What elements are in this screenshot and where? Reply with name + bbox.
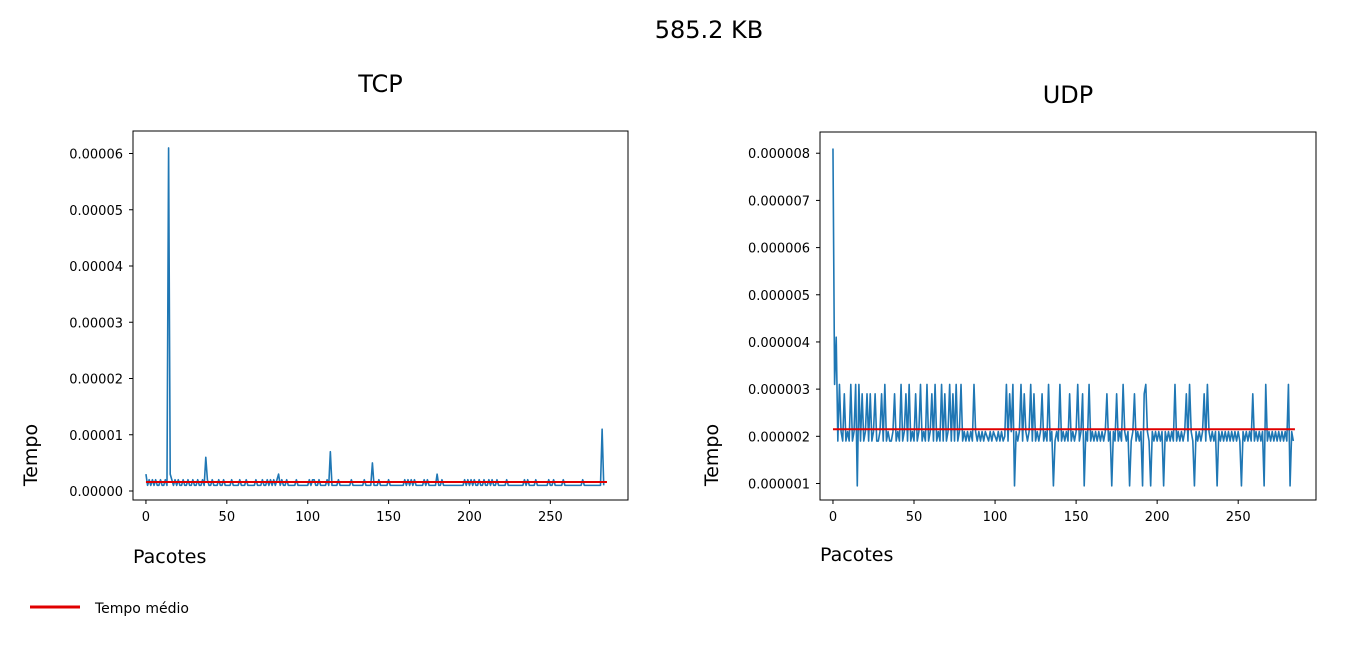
udp-ytick-label: 0.000003 (748, 383, 810, 398)
tcp-chart: TCP 0 50 100 150 200 250 0.00000 0.00001 0.00002 0… (20, 70, 629, 568)
udp-ytick-label: 0.000008 (748, 147, 810, 162)
tcp-ytick-label: 0.00002 (69, 373, 123, 388)
tcp-ytick-label: 0.00003 (69, 316, 123, 331)
tcp-xtick-label: 250 (538, 510, 563, 525)
tcp-xlabel: Pacotes (133, 546, 206, 568)
tcp-xtick-label: 100 (295, 510, 320, 525)
tcp-series-line (145, 147, 605, 487)
udp-ytick-label: 0.000006 (748, 242, 810, 257)
tcp-title: TCP (357, 70, 402, 98)
tcp-ytick-label: 0.00001 (69, 429, 123, 444)
tcp-xtick-label: 0 (142, 510, 150, 525)
tcp-xtick-label: 150 (376, 510, 401, 525)
udp-xtick-label: 150 (1064, 510, 1089, 525)
udp-ytick-label: 0.000002 (748, 430, 810, 445)
udp-xlabel: Pacotes (820, 544, 893, 566)
udp-ytick-label: 0.000004 (748, 336, 810, 351)
tcp-xtick-label: 50 (219, 510, 236, 525)
udp-xtick-label: 100 (983, 510, 1008, 525)
udp-xtick-label: 0 (829, 510, 837, 525)
tcp-plot-frame (132, 130, 629, 501)
tcp-ytick-label: 0.00005 (69, 204, 123, 219)
tcp-xtick-label: 200 (457, 510, 482, 525)
udp-ytick-label: 0.000005 (748, 289, 810, 304)
udp-ytick-label: 0.000001 (748, 477, 810, 492)
figure-title: 585.2 KB (655, 16, 764, 44)
udp-ytick-label: 0.000007 (748, 194, 810, 209)
udp-chart: UDP 0 50 100 150 200 250 0.000001 0.000002 0.0000… (701, 81, 1317, 566)
tcp-ytick-label: 0.00006 (69, 148, 123, 163)
tcp-ylabel: Tempo (20, 424, 42, 487)
udp-xtick-label: 250 (1226, 510, 1251, 525)
udp-xtick-label: 50 (906, 510, 923, 525)
udp-ylabel: Tempo (701, 424, 723, 487)
legend: Tempo médio (30, 601, 189, 617)
udp-xtick-label: 200 (1145, 510, 1170, 525)
legend-label-tempo-medio: Tempo médio (94, 601, 189, 617)
tcp-ytick-label: 0.00000 (69, 485, 123, 500)
udp-plot-frame (819, 131, 1317, 501)
udp-series-line (832, 148, 1295, 487)
udp-title: UDP (1043, 81, 1094, 109)
tcp-ytick-label: 0.00004 (69, 260, 123, 275)
